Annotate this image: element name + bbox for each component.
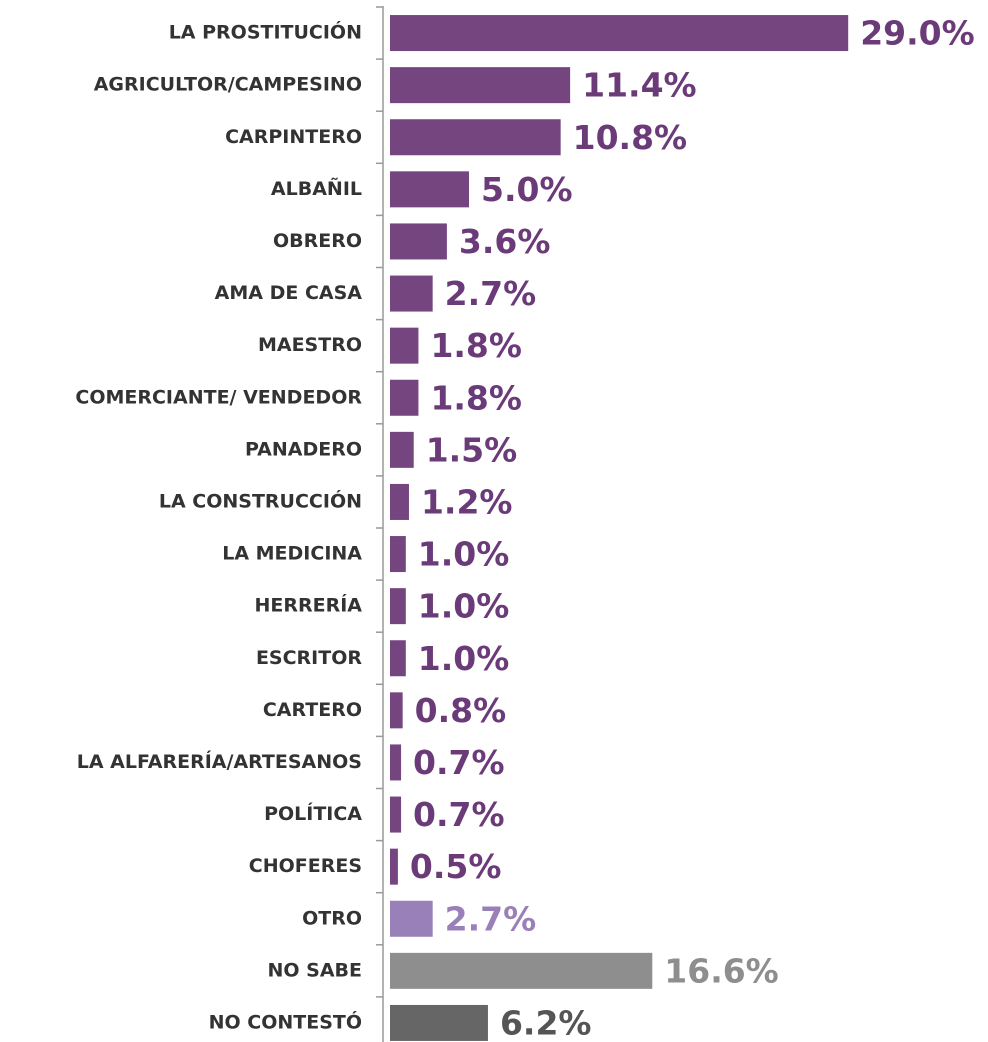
bar	[390, 900, 433, 937]
bar	[390, 483, 409, 520]
bar	[390, 744, 402, 781]
y-tick-label: AGRICULTOR/CAMPESINO	[94, 74, 362, 96]
y-tick-label: OTRO	[302, 907, 362, 929]
y-tick-label: POLÍTICA	[264, 802, 362, 825]
value-label: 11.4%	[582, 66, 697, 105]
value-label: 6.2%	[500, 1003, 592, 1042]
bar	[390, 848, 398, 885]
value-label: 16.6%	[664, 951, 779, 990]
y-tick-label: OBRERO	[273, 230, 362, 252]
value-label: 1.2%	[421, 482, 513, 521]
value-label: 2.7%	[445, 274, 537, 313]
y-tick-label: PANADERO	[245, 438, 362, 460]
y-tick-label: CARPINTERO	[225, 126, 362, 148]
y-tick-label: HERRERÍA	[254, 594, 362, 617]
y-tick-label: LA MEDICINA	[222, 543, 362, 565]
y-tick-label: ESCRITOR	[256, 647, 362, 669]
y-tick-label: ALBAÑIL	[271, 176, 362, 200]
y-tick-label: NO SABE	[267, 959, 362, 981]
y-tick-label: LA CONSTRUCCIÓN	[159, 488, 362, 512]
bar	[390, 1004, 488, 1041]
value-label: 10.8%	[573, 118, 688, 157]
value-label: 1.0%	[418, 587, 510, 626]
bar	[390, 327, 419, 364]
y-tick-label: LA PROSTITUCIÓN	[169, 20, 362, 44]
value-label: 2.7%	[445, 899, 537, 938]
value-label: 0.7%	[413, 743, 505, 782]
value-label: 0.8%	[415, 691, 507, 730]
value-label: 0.5%	[410, 847, 502, 886]
bar	[390, 67, 571, 104]
y-tick-label: AMA DE CASA	[215, 282, 363, 304]
value-label: 29.0%	[860, 14, 975, 53]
y-tick-label: COMERCIANTE/ VENDEDOR	[75, 386, 362, 408]
value-label: 0.7%	[413, 795, 505, 834]
value-label: 3.6%	[459, 222, 551, 261]
bar	[390, 952, 653, 989]
value-label: 1.8%	[430, 378, 522, 417]
bar	[390, 692, 403, 729]
y-tick-label: CARTERO	[263, 699, 362, 721]
value-label: 1.8%	[430, 326, 522, 365]
bar	[390, 796, 402, 833]
bar	[390, 640, 406, 677]
bar	[390, 223, 447, 260]
value-label: 1.5%	[426, 430, 518, 469]
bar	[390, 536, 406, 573]
bar	[390, 379, 419, 416]
y-tick-label: MAESTRO	[258, 334, 362, 356]
bar	[390, 171, 469, 208]
value-label: 5.0%	[481, 170, 573, 209]
bar	[390, 431, 414, 468]
y-tick-label: CHOFERES	[249, 855, 362, 877]
bar	[390, 588, 406, 625]
bar	[390, 119, 561, 156]
y-tick-label: NO CONTESTÓ	[209, 1009, 362, 1033]
y-tick-label: LA ALFARERÍA/ARTESANOS	[77, 750, 362, 773]
bar	[390, 15, 849, 52]
value-label: 1.0%	[418, 535, 510, 574]
bar	[390, 275, 433, 312]
value-label: 1.0%	[418, 639, 510, 678]
